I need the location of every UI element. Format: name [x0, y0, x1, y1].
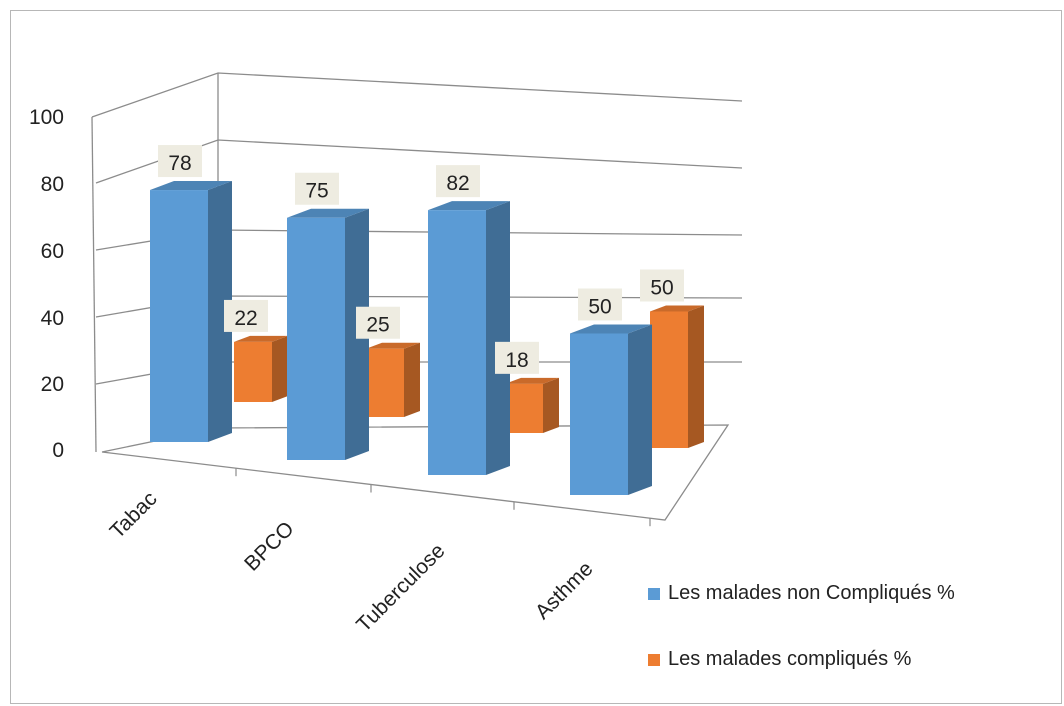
bar-series1-tuberculose-top — [428, 201, 510, 211]
legend-label-series-1: Les malades non Compliqués % — [668, 582, 955, 604]
bar-series2-tuberculose — [505, 383, 543, 433]
bar-series2-tabac — [234, 341, 272, 402]
x-category-label: Tabac — [106, 487, 162, 543]
data-label-series2-bg — [640, 269, 684, 302]
bar-series2-asthme-top — [650, 305, 704, 312]
x-category-label: Asthme — [531, 557, 598, 624]
legend-swatch-orange — [648, 653, 660, 666]
bar-series1-tabac-side — [208, 181, 232, 443]
data-label-series2: 18 — [505, 349, 528, 372]
bar-series1-asthme-top — [570, 324, 652, 334]
bar-series1-tabac — [150, 190, 208, 442]
bar-series2-tuberculose-side — [543, 377, 559, 433]
bar-series2-bpco — [366, 348, 404, 417]
data-label-series1-bg — [436, 165, 480, 198]
data-label-series1: 78 — [168, 152, 191, 175]
x-category-label: Tuberculose — [352, 539, 449, 636]
bar-series1-asthme — [570, 333, 628, 495]
y-tick-label: 60 — [41, 240, 64, 263]
data-label-series1-bg — [578, 288, 622, 321]
bar-series1-tuberculose — [428, 210, 486, 475]
bar-series2-bpco-side — [404, 342, 420, 417]
data-label-series1-bg — [158, 145, 202, 178]
data-label-series2: 50 — [650, 276, 673, 299]
bar-series2-tabac-side — [272, 335, 288, 402]
bar-series2-asthme-side — [688, 305, 704, 448]
bar-series1-bpco — [287, 217, 345, 460]
data-label-series2-bg — [224, 299, 268, 332]
bar-series1-bpco-top — [287, 208, 369, 218]
data-label-series2-bg — [356, 306, 400, 339]
data-label-series1: 75 — [305, 180, 328, 203]
y-tick-label: 100 — [29, 106, 64, 129]
y-tick-label: 0 — [52, 439, 64, 462]
bar-series2-tabac-top — [234, 335, 288, 342]
bar-series1-tabac-top — [150, 181, 232, 191]
legend-item-series-1: Les malades non Compliqués % — [648, 582, 955, 605]
bar-series1-tuberculose-side — [486, 201, 510, 475]
data-labels: 78 22 75 25 82 18 50 50 — [158, 145, 684, 374]
bar-series2-tuberculose-top — [505, 377, 559, 384]
data-label-series1: 50 — [588, 295, 611, 318]
legend-label-series-2: Les malades compliqués % — [668, 648, 912, 670]
x-category-label: BPCO — [240, 517, 298, 575]
data-label-series1-bg — [295, 172, 339, 205]
data-label-series2: 25 — [366, 314, 389, 337]
y-tick-label: 40 — [41, 307, 64, 330]
bar-series1-asthme-side — [628, 324, 652, 495]
y-tick-label: 20 — [41, 373, 64, 396]
data-label-series2: 22 — [234, 307, 257, 330]
legend-swatch-blue — [648, 587, 660, 600]
data-label-series2-bg — [495, 341, 539, 374]
legend-item-series-2: Les malades compliqués % — [648, 648, 911, 671]
bar-series2-asthme — [650, 311, 688, 448]
gridline — [91, 72, 743, 118]
data-label-series1: 82 — [446, 172, 469, 195]
y-tick-label: 80 — [41, 173, 64, 196]
y-axis-line — [91, 116, 97, 453]
bar-series2-bpco-top — [366, 342, 420, 349]
bars — [150, 181, 704, 495]
